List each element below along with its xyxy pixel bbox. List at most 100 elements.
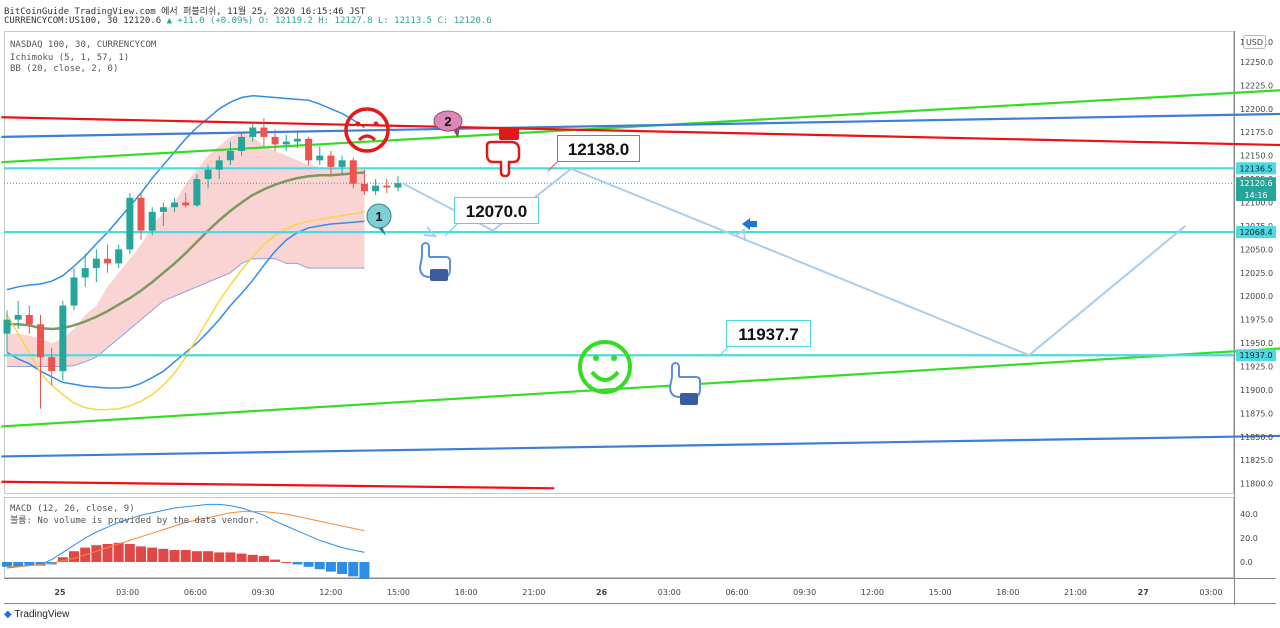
candle-body xyxy=(204,169,212,180)
price-pane-border xyxy=(4,31,1234,494)
price-tag-box xyxy=(1236,177,1276,190)
macd-histogram-bar xyxy=(247,554,258,562)
annotation-12070[interactable]: 12070.0 xyxy=(444,197,539,237)
price-tick-label: 11925.0 xyxy=(1240,363,1273,372)
time-tick-label: 18:00 xyxy=(996,588,1019,597)
legend-volume: 볼륨: No volume is provided by the data ve… xyxy=(10,515,260,526)
macd-histogram-bar xyxy=(147,547,158,562)
price-tag-box xyxy=(1236,188,1276,201)
macd-histogram-bar xyxy=(191,551,202,562)
marker-2[interactable]: 2 xyxy=(433,110,463,138)
candle-body xyxy=(37,324,45,358)
tradingview-logo[interactable]: ◆ TradingView xyxy=(4,609,69,620)
macd-histogram-bar xyxy=(13,562,24,567)
change-value: +11.0 (+0.09%) xyxy=(177,16,254,26)
candle-body xyxy=(327,155,335,167)
price-tag-box xyxy=(1236,226,1276,239)
macd-line xyxy=(6,503,365,569)
tenkan-line xyxy=(6,211,365,411)
annotation-12138[interactable]: 12138.0 xyxy=(547,135,640,172)
hand-pointer-up-icon xyxy=(668,362,701,405)
macd-histogram-bar xyxy=(359,562,370,579)
candle-body xyxy=(238,136,246,151)
bb-lower-line xyxy=(6,220,365,389)
price-tick-label: 12000.0 xyxy=(1240,292,1273,301)
candle-body xyxy=(14,314,22,320)
price-tick-label: 12250.0 xyxy=(1240,58,1273,67)
candle-body xyxy=(282,141,290,145)
price-tag-label: 12136.5 xyxy=(1239,164,1272,173)
trendline-red-lower xyxy=(1,480,555,490)
cloud-edge-line xyxy=(7,258,365,367)
marker-1-label: 1 xyxy=(375,209,382,224)
macd-histogram-bar xyxy=(214,552,225,562)
price-tag-label: 12120.6 xyxy=(1239,179,1272,188)
price-tick-label: 12050.0 xyxy=(1240,245,1273,254)
ohlc-values: O: 12119.2 H: 12127.8 L: 12113.5 C: 1212… xyxy=(258,16,492,26)
trendline-green-lower xyxy=(1,347,1280,428)
price-tick-label: 12225.0 xyxy=(1240,81,1273,90)
candlesticks xyxy=(3,118,402,409)
annotation-text-12138: 12138.0 xyxy=(568,140,629,159)
trendline-blue-lower xyxy=(1,434,1280,458)
candle-body xyxy=(3,319,11,334)
trendline-blue-upper xyxy=(1,112,1280,138)
candle-body xyxy=(226,150,234,161)
time-tick-label: 26 xyxy=(596,588,608,597)
trendlines[interactable] xyxy=(1,51,1280,490)
macd-histogram-bar xyxy=(348,562,359,577)
time-tick-label: 25 xyxy=(54,588,66,597)
price-tick-label: 12175.0 xyxy=(1240,128,1273,137)
ichimoku-cloud xyxy=(7,132,365,367)
marker-1[interactable]: 1 xyxy=(366,203,392,236)
cloud-fill xyxy=(7,132,365,367)
price-tag-box xyxy=(1236,349,1276,362)
macd-histogram-bar xyxy=(337,562,348,574)
price-tick-label: 11950.0 xyxy=(1240,339,1273,348)
tradingview-label: TradingView xyxy=(14,609,70,620)
symbol-label: CURRENCYCOM:US100, 30 xyxy=(4,16,118,26)
annotation-text-11937: 11937.7 xyxy=(738,325,799,344)
time-tick-label: 21:00 xyxy=(1064,588,1087,597)
time-tick-label: 21:00 xyxy=(522,588,545,597)
candle-body xyxy=(372,185,380,192)
candle-body xyxy=(92,258,100,269)
hand-pointer-up-icon xyxy=(418,242,451,281)
macd-histogram-bar xyxy=(281,562,292,563)
candle-body xyxy=(271,136,279,145)
macd-histogram-bar xyxy=(35,562,46,566)
smiley-face-icon xyxy=(578,340,632,394)
macd-histogram-bar xyxy=(91,545,102,562)
time-tick-label: 03:00 xyxy=(1199,588,1222,597)
annotation-text-12070: 12070.0 xyxy=(466,202,527,221)
macd-histogram-bar xyxy=(225,552,236,562)
legend-bb: BB (20, close, 2, 0) xyxy=(10,64,118,74)
trendline-green-upper xyxy=(1,89,1280,164)
candle-body xyxy=(182,202,190,206)
candle-body xyxy=(349,160,357,184)
annotation-11937[interactable]: 11937.7 xyxy=(717,320,811,358)
currency-button[interactable] xyxy=(1243,35,1266,49)
macd-histogram-bar xyxy=(102,544,113,562)
candle-body xyxy=(148,211,156,231)
tradingview-icon: ◆ xyxy=(4,609,12,620)
candle-body xyxy=(81,268,89,278)
candle-body xyxy=(383,185,391,188)
price-tag-box xyxy=(1236,162,1276,175)
arrow-left-icon xyxy=(742,218,757,230)
macd-histogram-bar xyxy=(292,562,303,565)
ichimoku-tenkan xyxy=(6,211,365,411)
candle-body xyxy=(48,357,56,372)
time-tick-label: 09:30 xyxy=(793,588,816,597)
macd-histogram-bar xyxy=(24,562,35,566)
time-tick-label: 12:00 xyxy=(861,588,884,597)
candle-body xyxy=(316,155,324,161)
time-tick-label: 06:00 xyxy=(184,588,207,597)
time-tick-label: 27 xyxy=(1138,588,1149,597)
macd-histogram-bar xyxy=(158,548,169,562)
trendline-red-upper xyxy=(1,116,1280,147)
macd-histogram-bar xyxy=(314,562,325,570)
macd-histogram-bar xyxy=(124,544,135,562)
price-tick-label: 12200.0 xyxy=(1240,105,1273,114)
